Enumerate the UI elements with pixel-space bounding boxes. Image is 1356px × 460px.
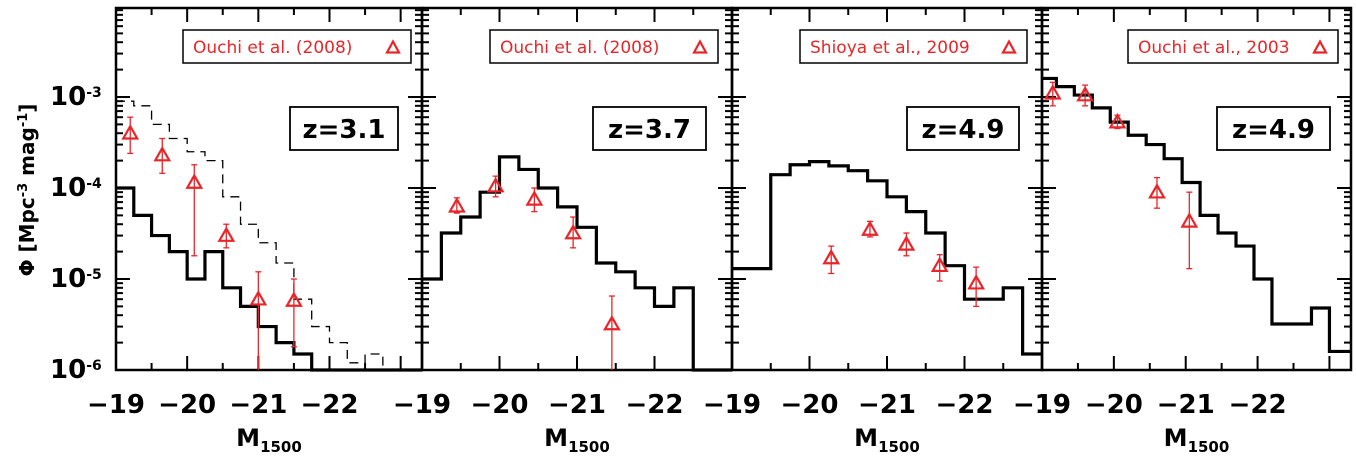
- chart-panel-1: −19 −20 −21 −22 M1500 Ouchi et al. (2008) z=3.…: [87, 6, 424, 456]
- data-point-triangle: [564, 223, 583, 240]
- y-tick-label: 10-4: [50, 173, 102, 203]
- x-tick-label: −21: [229, 390, 287, 420]
- legend-box: [799, 29, 1028, 64]
- redshift-box: [1216, 106, 1331, 151]
- y-tick-label: 10-6: [50, 355, 102, 385]
- data-point-triangle: [822, 248, 841, 265]
- data-point-triangle: [861, 220, 879, 236]
- x-tick-label: −19: [393, 390, 451, 420]
- data-point-triangle: [897, 235, 916, 251]
- x-tick-label: −19: [703, 390, 761, 420]
- x-tick-label: −19: [87, 390, 145, 420]
- x-tick-label: −22: [936, 390, 994, 420]
- x-tick-label: −19: [393, 390, 451, 420]
- redshift-label: z=4.9: [1232, 115, 1315, 145]
- model-histogram-solid: [422, 155, 732, 372]
- model-histogram-solid: [732, 160, 1042, 356]
- redshift-label: z=4.9: [922, 115, 1005, 145]
- y-tick-label: 10-5: [50, 264, 102, 294]
- x-tick-label: −22: [1229, 390, 1287, 420]
- x-tick-label: −21: [1157, 390, 1215, 420]
- x-tick-label: −22: [301, 390, 359, 420]
- model-histogram-solid: [116, 186, 422, 372]
- x-tick-label: −21: [858, 390, 916, 420]
- data-point-triangle: [602, 314, 621, 331]
- x-tick-label: −21: [548, 390, 606, 420]
- legend-label: Ouchi et al. (2008): [193, 38, 352, 58]
- legend-label: Ouchi et al., 2003: [1138, 38, 1290, 58]
- x-tick-label: −19: [1013, 390, 1071, 420]
- data-point-triangle: [1108, 112, 1127, 129]
- data-point-triangle: [249, 289, 268, 306]
- chart-panel-4: −19 −20 −21 −22 M1500 Ouchi et al., 2003 z=4.9: [1013, 6, 1353, 456]
- redshift-box: [592, 106, 707, 151]
- legend-triangle-marker: [1312, 39, 1328, 54]
- data-point-triangle: [486, 176, 505, 193]
- x-tick-label: −20: [158, 390, 216, 420]
- data-point-triangle: [1148, 182, 1166, 199]
- model-histogram-dashed: [116, 100, 422, 371]
- y-tick-label: 10-3: [50, 82, 102, 112]
- legend-triangle-marker: [385, 39, 401, 54]
- x-tick-label: −19: [1013, 390, 1071, 420]
- data-point-triangle: [185, 173, 204, 189]
- legend-box: [182, 29, 412, 64]
- data-point-triangle: [525, 190, 544, 206]
- data-point-triangle: [285, 291, 303, 307]
- legend-box: [489, 29, 719, 64]
- legend-triangle-marker: [692, 39, 708, 54]
- y-axis-title: Φ [Mpc-3 mag-1]: [15, 104, 39, 277]
- legend-label: Shioya et al., 2009: [810, 38, 970, 58]
- x-tick-label: −20: [781, 390, 839, 420]
- legend-box: [1127, 29, 1339, 64]
- data-point-triangle: [153, 145, 172, 162]
- data-point-triangle: [1043, 84, 1062, 100]
- x-axis-title: M1500: [1164, 424, 1230, 456]
- redshift-box: [906, 106, 1020, 151]
- x-axis-title: M1500: [544, 424, 610, 456]
- x-axis-title: M1500: [236, 424, 302, 456]
- chart-panel-2: −19 −20 −21 −22 M1500 Ouchi et al. (2008) z=3.…: [393, 6, 734, 456]
- x-tick-label: −20: [1085, 390, 1143, 420]
- x-tick-label: −19: [703, 390, 761, 420]
- data-point-triangle: [447, 197, 466, 213]
- redshift-box: [289, 106, 399, 151]
- legend-label: Ouchi et al. (2008): [500, 38, 659, 58]
- x-tick-label: −22: [626, 390, 684, 420]
- redshift-label: z=3.7: [608, 115, 691, 145]
- x-tick-label: −20: [471, 390, 529, 420]
- x-axis-title: M1500: [854, 424, 920, 456]
- data-point-triangle: [930, 256, 949, 273]
- data-point-triangle: [217, 226, 236, 242]
- y-tick-labels: 10-6 10-5 10-4 10-3: [50, 82, 102, 385]
- panels: −19 −20 −21 −22 M1500 Ouchi et al. (2008) z=3.…: [87, 6, 1353, 456]
- chart-panel-3: −19 −20 −21 −22 M1500 Shioya et al., 2009 z=4.…: [703, 6, 1044, 456]
- data-point-triangle: [1180, 212, 1199, 228]
- data-point-triangle: [967, 273, 986, 290]
- legend-triangle-marker: [1001, 39, 1017, 54]
- redshift-label: z=3.1: [303, 115, 386, 145]
- data-point-triangle: [1076, 85, 1095, 102]
- data-point-triangle: [121, 123, 140, 140]
